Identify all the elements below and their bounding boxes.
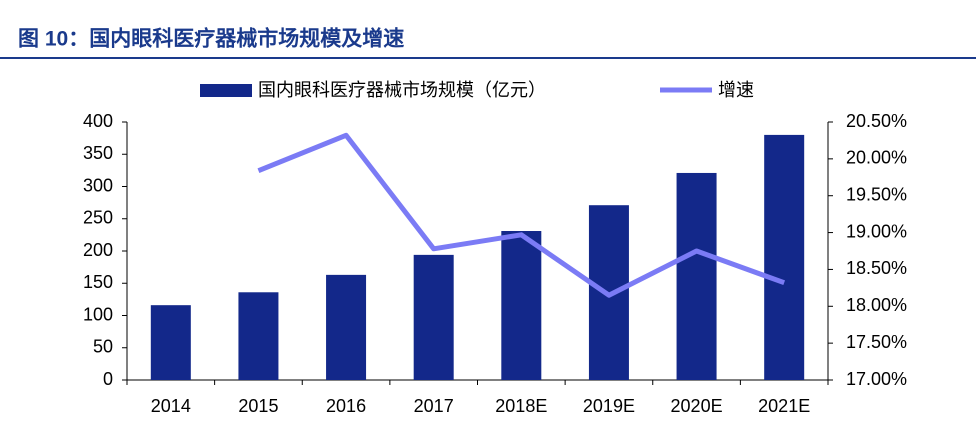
y2-tick-label: 19.00% xyxy=(846,221,907,241)
legend-label: 国内眼科医疗器械市场规模（亿元） xyxy=(258,80,546,100)
y-tick-label: 300 xyxy=(83,175,113,195)
y-tick-label: 100 xyxy=(83,304,113,324)
bar xyxy=(238,292,279,380)
y2-tick-label: 17.00% xyxy=(846,369,907,389)
y-tick-label: 150 xyxy=(83,272,113,292)
y-tick-label: 50 xyxy=(93,337,113,357)
bar xyxy=(326,274,367,380)
y-tick-label: 200 xyxy=(83,240,113,260)
y-tick-label: 0 xyxy=(103,369,113,389)
y2-tick-label: 19.50% xyxy=(846,184,907,204)
bar xyxy=(676,172,717,380)
bar xyxy=(501,231,542,380)
x-tick-label: 2014 xyxy=(151,396,191,416)
legend-label: 增速 xyxy=(718,80,754,100)
y2-tick-label: 20.50% xyxy=(846,111,907,131)
y2-tick-label: 17.50% xyxy=(846,332,907,352)
y2-tick-label: 20.00% xyxy=(846,148,907,168)
bar xyxy=(764,134,805,380)
line xyxy=(257,132,786,298)
x-tick-label: 2020E xyxy=(671,396,723,416)
x-tick-label: 2018E xyxy=(495,396,547,416)
chart-title: 图 10：国内眼科医疗器械市场规模及增速 xyxy=(18,27,404,51)
x-tick-label: 2017 xyxy=(414,396,454,416)
x-tick-label: 2021E xyxy=(758,396,810,416)
bar xyxy=(413,254,454,380)
x-tick-label: 2019E xyxy=(583,396,635,416)
x-tick-label: 2015 xyxy=(238,396,278,416)
y-tick-label: 400 xyxy=(83,111,113,131)
y2-tick-label: 18.50% xyxy=(846,258,907,278)
y-tick-label: 250 xyxy=(83,208,113,228)
bar xyxy=(150,305,191,380)
y2-tick-label: 18.00% xyxy=(846,295,907,315)
legend-swatch xyxy=(200,84,252,97)
y-tick-label: 350 xyxy=(83,143,113,163)
x-tick-label: 2016 xyxy=(326,396,366,416)
